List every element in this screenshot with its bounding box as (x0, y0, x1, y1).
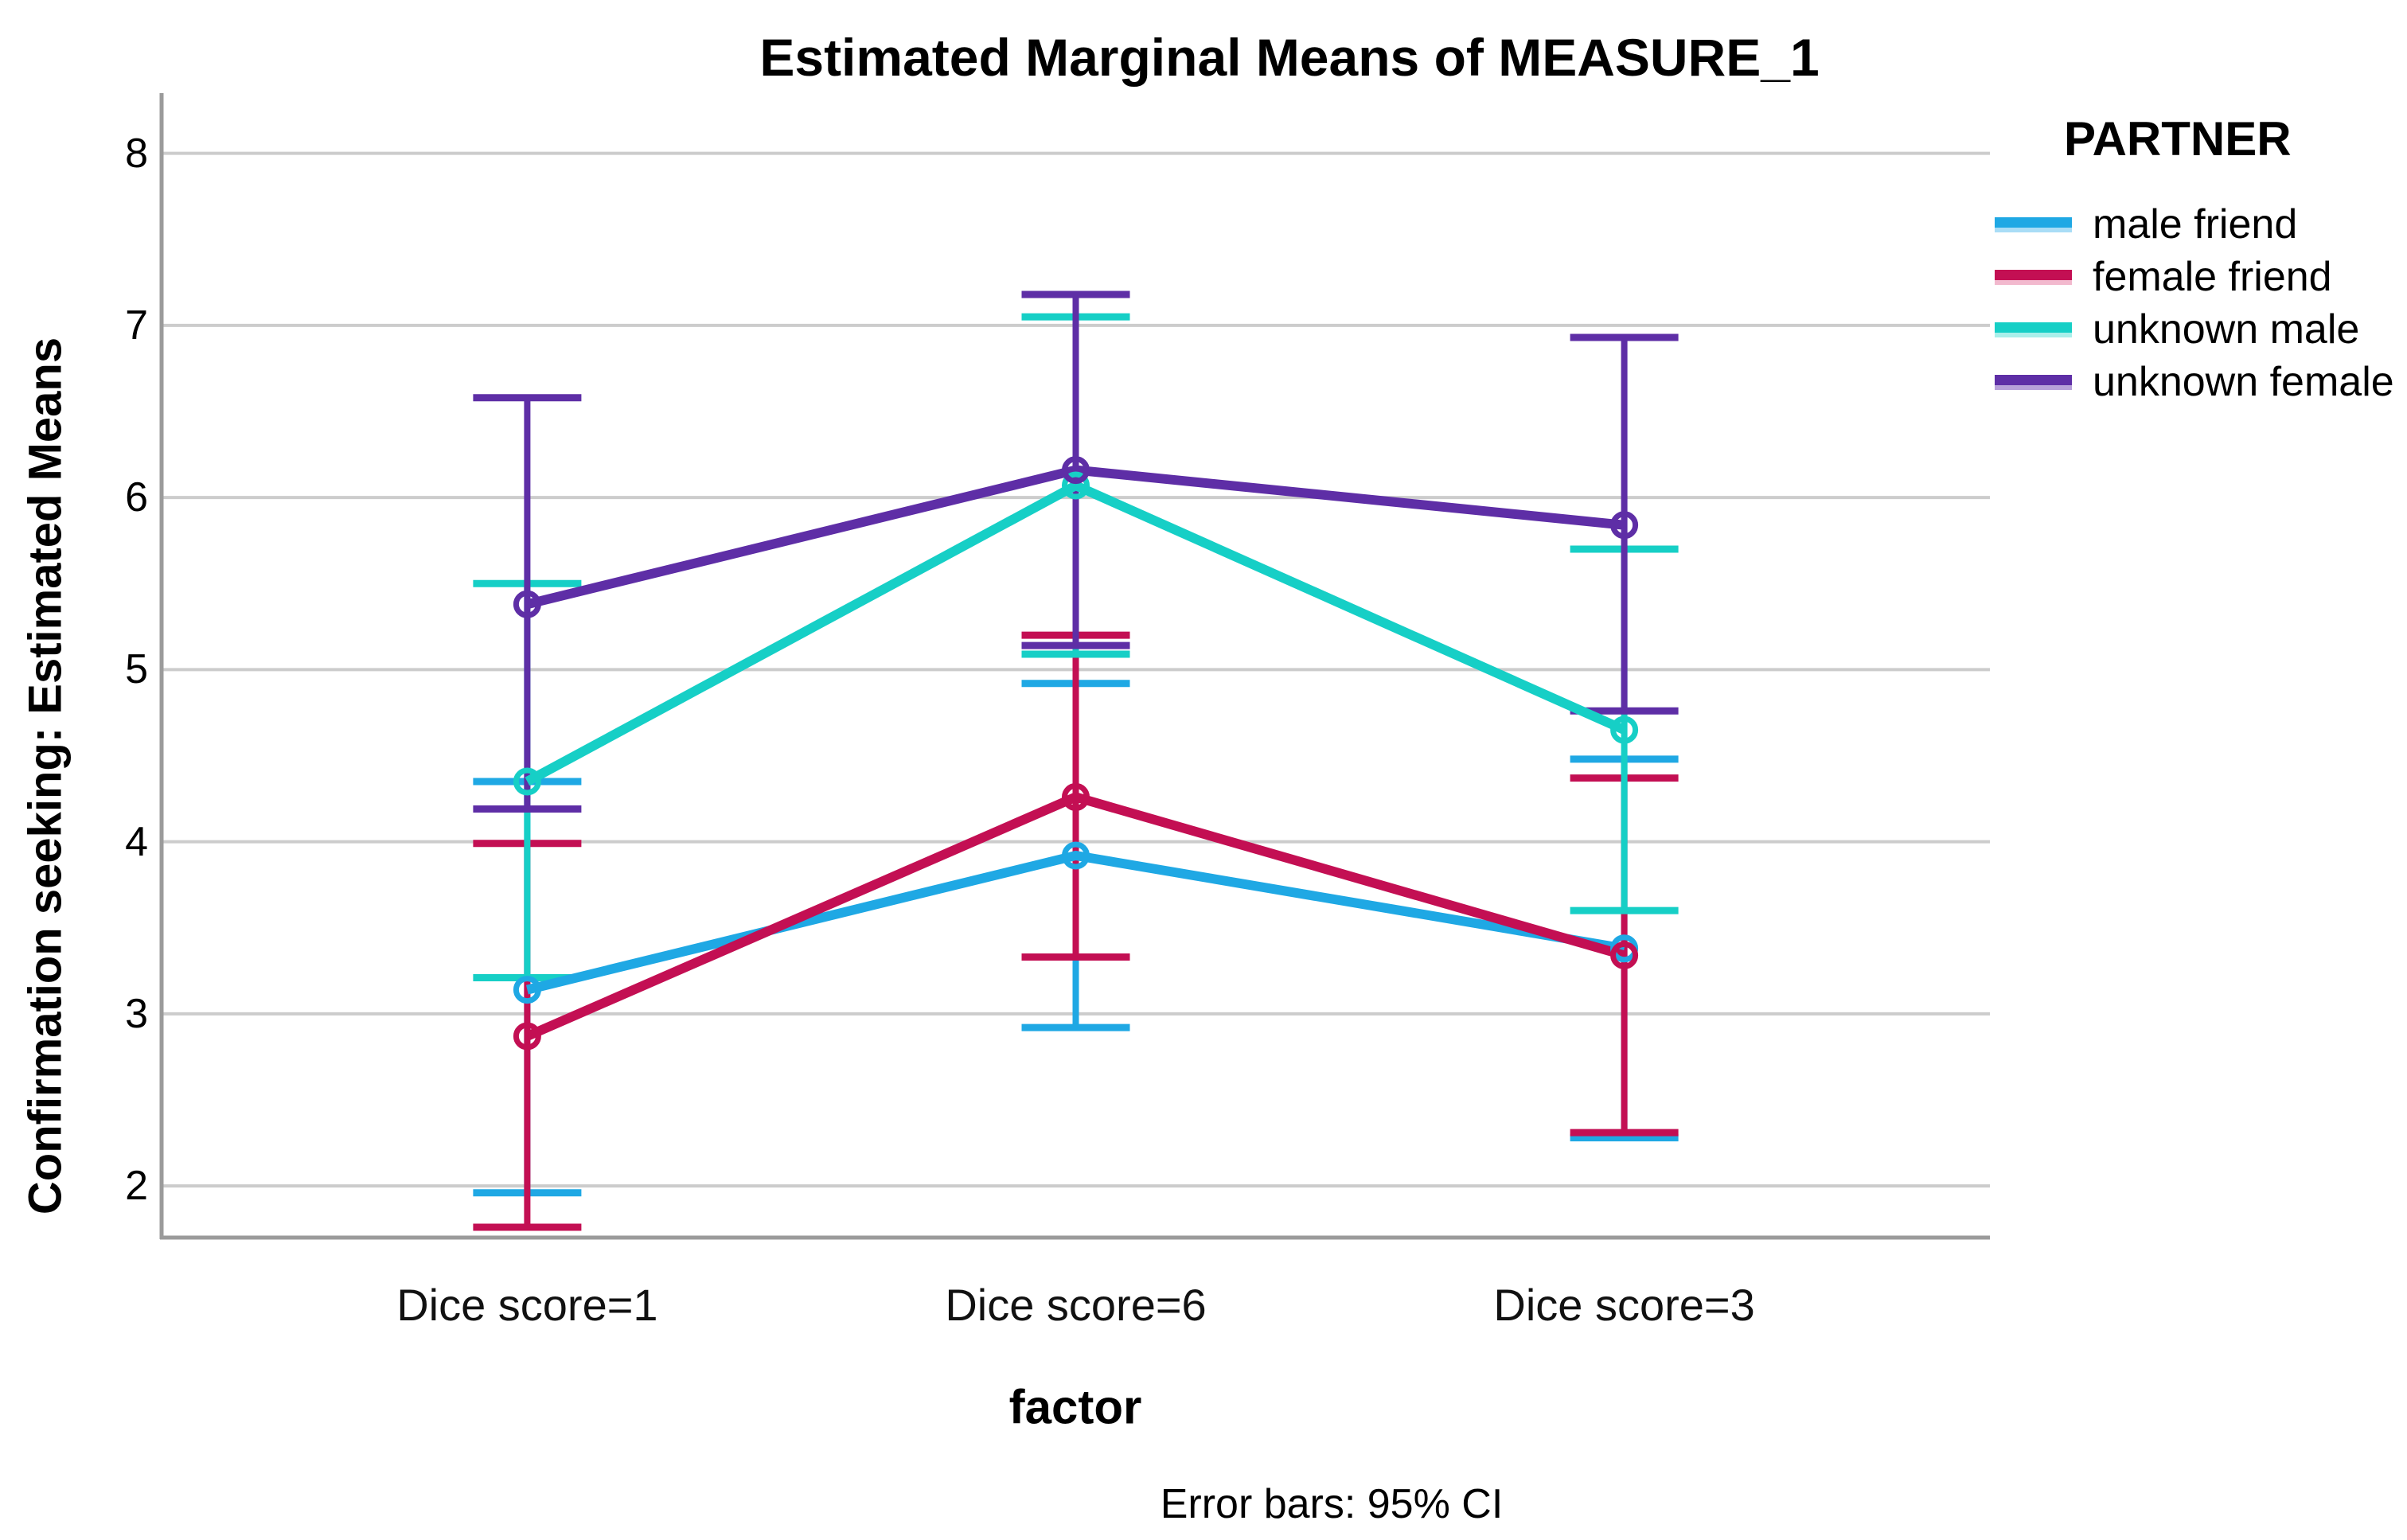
legend-swatch-line-icon (1995, 374, 2072, 390)
legend-item-label: female friend (2093, 254, 2332, 300)
legend-item-label: male friend (2093, 201, 2298, 248)
data-point-marker (1062, 841, 1090, 870)
data-point-marker (1062, 456, 1090, 485)
data-point-marker (513, 976, 541, 1004)
y-tick-label: 3 (125, 990, 148, 1037)
x-tick-label: Dice score=3 (1493, 1280, 1755, 1330)
series-line (525, 465, 1625, 610)
data-point-marker (1062, 782, 1090, 811)
error-bars-footnote: Error bars: 95% CI (1160, 1481, 1504, 1527)
series-line (525, 792, 1626, 1041)
legend-swatch-line-icon (1995, 216, 2072, 232)
y-tick-label: 8 (125, 130, 148, 177)
x-tick-label: Dice score=1 (396, 1280, 658, 1330)
y-tick-label: 5 (125, 646, 148, 693)
legend-item: male friend (1995, 198, 2394, 251)
data-point-marker (1610, 511, 1639, 540)
legend-items: male friend female friend unknown male unkn… (1995, 198, 2394, 408)
data-point-marker (1610, 715, 1639, 744)
x-axis-title: factor (1008, 1380, 1142, 1434)
y-tick-label: 2 (125, 1163, 148, 1210)
series-line (525, 850, 1625, 995)
legend-item-label: unknown male (2093, 306, 2360, 353)
data-point-marker (1062, 471, 1090, 500)
y-tick-label: 7 (125, 302, 148, 349)
legend-item: unknown female (1995, 356, 2394, 408)
chart-title: Estimated Marginal Means of MEASURE_1 (759, 28, 1820, 87)
legend-swatch-line-icon (1995, 269, 2072, 285)
legend-item-label: unknown female (2093, 359, 2394, 405)
series-line (525, 480, 1627, 786)
legend-swatch-line-icon (1995, 322, 2072, 337)
legend-item: female friend (1995, 251, 2394, 303)
x-tick-label: Dice score=6 (945, 1280, 1207, 1330)
data-point-marker (513, 1022, 541, 1051)
legend-item: unknown male (1995, 303, 2394, 356)
data-point-marker (513, 767, 541, 796)
data-point-marker (1610, 941, 1639, 969)
y-tick-label: 4 (125, 818, 148, 865)
legend-title: PARTNER (2064, 112, 2292, 166)
data-point-marker (513, 590, 541, 618)
legend: PARTNER male friend female friend unknown … (1995, 111, 2394, 408)
y-tick-label: 6 (125, 474, 148, 521)
